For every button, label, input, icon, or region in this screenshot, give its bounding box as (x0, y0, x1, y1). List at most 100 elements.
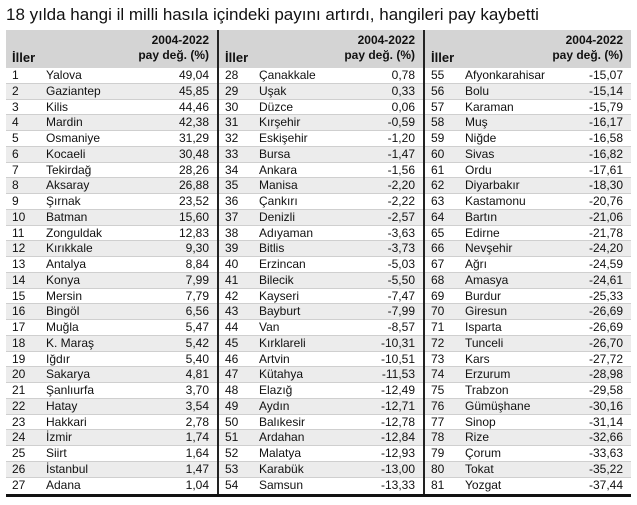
header-period: 2004-2022 (151, 33, 209, 47)
share-change-cell: 15,60 (178, 209, 209, 224)
table-row: 76 Gümüşhane -30,16 (425, 398, 631, 415)
rank-cell: 29 (225, 83, 239, 98)
share-change-cell: -3,63 (387, 225, 415, 240)
province-name-cell: Kocaeli (46, 146, 86, 161)
province-name-cell: Nevşehir (465, 241, 513, 256)
rank-cell: 34 (225, 162, 239, 177)
province-name-cell: Diyarbakır (465, 178, 520, 193)
province-name-cell: Manisa (259, 178, 298, 193)
rank-cell: 14 (12, 272, 26, 287)
table-row: 33 Bursa -1,47 (219, 146, 423, 163)
share-change-cell: -5,50 (387, 272, 415, 287)
province-name-cell: Kırklareli (259, 335, 306, 350)
share-change-cell: 5,47 (185, 320, 209, 334)
table-row: 80 Tokat -35,22 (425, 461, 631, 478)
column-header: İller 2004-2022 pay değ. (%) (219, 30, 423, 68)
share-change-cell: 1,04 (185, 477, 209, 492)
rank-cell: 22 (12, 398, 26, 413)
table-row: 72 Tunceli -26,70 (425, 335, 631, 352)
rank-cell: 32 (225, 131, 239, 145)
rank-cell: 76 (431, 398, 445, 413)
share-change-cell: -21,78 (588, 225, 623, 240)
rank-cell: 54 (225, 477, 239, 492)
table-row: 3 Kilis 44,46 (6, 100, 217, 116)
page-title: 18 yılda hangi il milli hasıla içindeki … (6, 5, 539, 24)
share-change-cell: -35,22 (588, 461, 623, 476)
share-change-cell: -10,51 (380, 351, 415, 366)
province-name-cell: Erzurum (465, 367, 511, 382)
rank-cell: 35 (225, 178, 239, 193)
share-change-cell: 9,30 (185, 241, 209, 256)
table-row: 20 Sakarya 4,81 (6, 367, 217, 383)
rank-cell: 25 (12, 446, 26, 460)
table-row: 78 Rize -32,66 (425, 430, 631, 446)
share-change-cell: 28,26 (178, 162, 209, 177)
province-name-cell: Tekirdağ (46, 162, 92, 177)
province-name-cell: Şırnak (46, 194, 81, 208)
rank-cell: 57 (431, 99, 445, 114)
share-change-cell: -29,58 (588, 383, 623, 397)
share-change-cell: -2,20 (387, 178, 415, 193)
table-row: 60 Sivas -16,82 (425, 146, 631, 163)
table-row: 62 Diyarbakır -18,30 (425, 178, 631, 194)
province-name-cell: Tokat (465, 461, 494, 476)
rank-cell: 18 (12, 335, 26, 350)
rank-cell: 75 (431, 383, 445, 397)
province-name-cell: Ağrı (465, 257, 488, 271)
rank-cell: 43 (225, 304, 239, 319)
table-row: 27 Adana 1,04 (6, 478, 217, 494)
header-period: 2004-2022 (565, 33, 623, 47)
province-name-cell: Elazığ (259, 383, 293, 397)
rank-cell: 53 (225, 461, 239, 476)
share-change-cell: -26,69 (588, 304, 623, 319)
province-name-cell: Rize (465, 430, 490, 445)
table-row: 22 Hatay 3,54 (6, 398, 217, 415)
rank-cell: 51 (225, 430, 239, 445)
rank-cell: 56 (431, 83, 445, 98)
province-name-cell: Kilis (46, 99, 69, 114)
share-change-cell: 6,56 (185, 304, 209, 319)
rank-cell: 20 (12, 367, 26, 382)
table-row: 68 Amasya -24,61 (425, 272, 631, 289)
rank-cell: 41 (225, 272, 239, 287)
table-row: 12 Kırıkkale 9,30 (6, 241, 217, 257)
table-row: 35 Manisa -2,20 (219, 178, 423, 194)
share-change-cell: 5,42 (185, 335, 209, 350)
province-name-cell: Kastamonu (465, 194, 526, 208)
share-change-cell: -15,07 (588, 68, 623, 82)
table-row: 70 Giresun -26,69 (425, 304, 631, 320)
share-change-cell: 3,54 (185, 398, 209, 413)
table-row: 36 Çankırı -2,22 (219, 194, 423, 210)
province-name-cell: Batman (46, 209, 88, 224)
table-row: 11 Zonguldak 12,83 (6, 226, 217, 242)
province-name-cell: Antalya (46, 257, 87, 271)
share-change-cell: 31,29 (178, 131, 209, 145)
province-name-cell: K. Maraş (46, 335, 95, 350)
share-change-cell: 0,33 (391, 83, 415, 98)
table-row: 13 Antalya 8,84 (6, 257, 217, 273)
table-row: 34 Ankara -1,56 (219, 163, 423, 179)
rank-cell: 5 (12, 131, 19, 145)
share-change-cell: 0,06 (391, 99, 415, 114)
share-change-cell: 44,46 (178, 99, 209, 114)
rank-cell: 60 (431, 146, 445, 161)
table-row: 51 Ardahan -12,84 (219, 430, 423, 446)
share-change-cell: -1,47 (387, 146, 415, 161)
share-change-cell: -32,66 (588, 430, 623, 445)
table-row: 71 Isparta -26,69 (425, 320, 631, 336)
rank-cell: 19 (12, 351, 26, 366)
table-row: 32 Eskişehir -1,20 (219, 131, 423, 147)
rank-cell: 31 (225, 115, 239, 130)
rank-cell: 62 (431, 178, 445, 193)
province-name-cell: Giresun (465, 304, 508, 319)
province-name-cell: Hatay (46, 398, 78, 413)
province-name-cell: Ordu (465, 162, 492, 177)
share-change-cell: 4,81 (185, 367, 209, 382)
province-name-cell: Mersin (46, 288, 83, 303)
share-change-cell: 49,04 (178, 68, 209, 82)
rank-cell: 59 (431, 131, 445, 145)
header-iller: İller (431, 50, 455, 65)
province-name-cell: Aksaray (46, 178, 90, 193)
share-change-cell: -7,99 (387, 304, 415, 319)
rank-cell: 65 (431, 225, 445, 240)
